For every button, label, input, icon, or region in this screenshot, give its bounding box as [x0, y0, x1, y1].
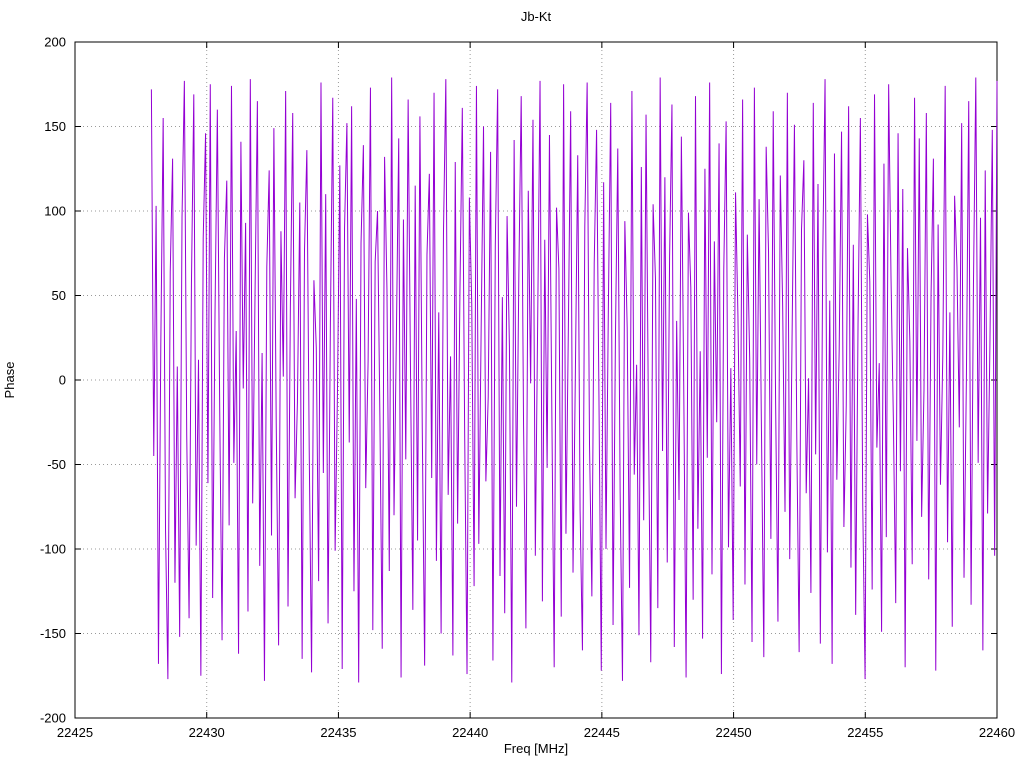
chart-title: Jb-Kt [521, 9, 552, 24]
x-tick-label: 22445 [584, 725, 620, 740]
x-tick-label: 22425 [57, 725, 93, 740]
x-tick-label: 22440 [452, 725, 488, 740]
y-tick-label: -50 [47, 457, 66, 472]
y-tick-label: 0 [59, 373, 66, 388]
y-tick-label: -150 [40, 626, 66, 641]
tick-labels: 22425 22430 22435 22440 22445 22450 22455 22460… [40, 35, 1015, 741]
grid-lines [74, 41, 998, 719]
y-tick-label: -100 [40, 542, 66, 557]
x-tick-label: 22430 [189, 725, 225, 740]
x-tick-label: 22450 [715, 725, 751, 740]
axes [74, 41, 998, 719]
y-tick-label: 200 [44, 35, 66, 50]
phase-series-line [150, 77, 998, 683]
x-tick-label: 22460 [979, 725, 1015, 740]
y-tick-label: 150 [44, 119, 66, 134]
y-axis-label: Phase [2, 362, 17, 399]
x-axis-label: Freq [MHz] [504, 741, 568, 756]
y-tick-label: -200 [40, 711, 66, 726]
y-tick-label: 50 [52, 288, 66, 303]
x-tick-label: 22455 [847, 725, 883, 740]
x-tick-label: 22435 [320, 725, 356, 740]
y-tick-label: 100 [44, 204, 66, 219]
